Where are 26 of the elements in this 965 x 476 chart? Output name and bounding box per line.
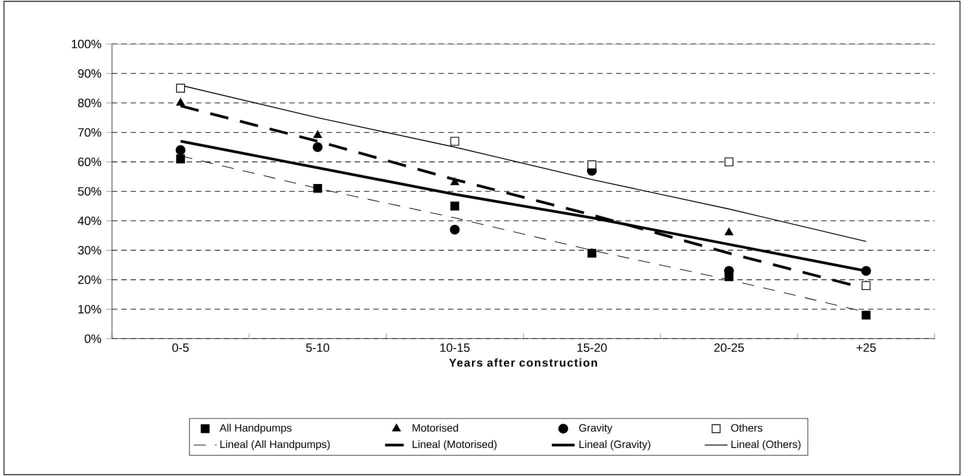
legend-label: Motorised [412,424,458,432]
legend-label: Lineal (Others) [732,440,801,450]
y-tick-label: 100% [72,40,102,48]
x-tick-label: 5-10 [306,343,330,352]
y-tick-label: 30% [78,246,102,255]
y-tick-label: 60% [78,158,102,166]
legend-label: Gravity [579,424,612,434]
x-tick-label: 20-25 [714,343,744,352]
legend-label: Lineal (All Handpumps) [220,440,330,450]
y-tick-label: 70% [78,128,102,137]
y-tick-label: 10% [78,304,102,314]
y-tick-label: 0% [84,334,102,343]
y-tick-label: 40% [78,216,102,226]
legend-label: Lineal (Gravity) [580,440,650,450]
x-tick-label: 15-20 [577,343,607,352]
y-tick-label: 50% [78,187,102,196]
legend-label: Others [731,424,762,432]
y-tick-label: 80% [78,98,102,108]
y-tick-label: 90% [78,69,102,78]
legend-label: All Handpumps [220,424,292,434]
x-tick-label: 0-5 [172,343,189,352]
x-tick-label: 10-15 [440,343,470,352]
legend-label: Lineal (Motorised) [412,440,497,450]
x-axis-title: Years after construction [449,358,597,367]
y-tick-label: 20% [78,275,102,284]
x-tick-label: +25 [856,343,876,352]
